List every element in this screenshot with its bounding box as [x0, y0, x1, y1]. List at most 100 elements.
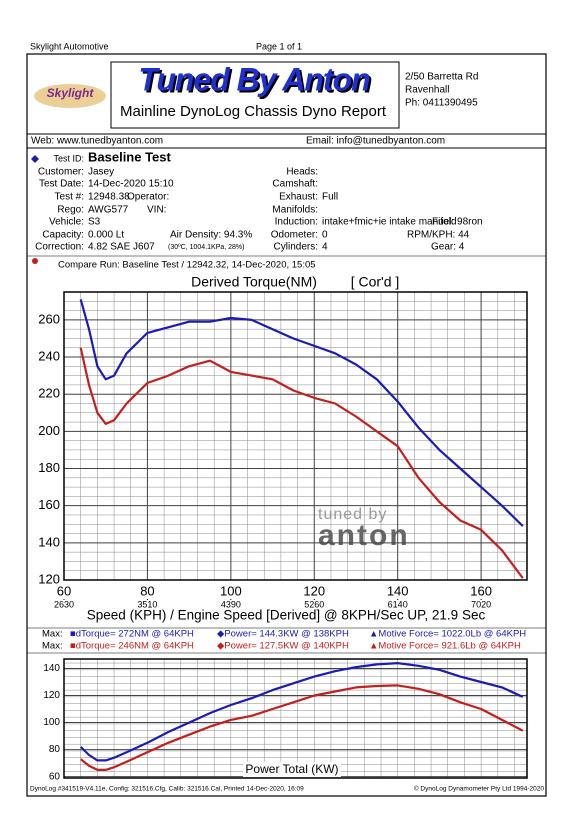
field-label: Manifolds:: [272, 205, 318, 216]
plot-area: [64, 659, 527, 778]
field-extra: RPM/KPH: 44: [407, 230, 470, 241]
max-item: ▲Motive Force= 1022.0Lb @ 64KPH: [369, 629, 526, 640]
field-value: Jasey: [88, 167, 114, 178]
x2-tick-label: 4390: [221, 599, 241, 609]
footer-left: DynoLog #341519-V4.11e, Config: 321516.C…: [30, 786, 304, 793]
y-tick-label: 100: [43, 717, 60, 728]
field-label: Correction:: [35, 242, 84, 253]
watermark: tuned byanton: [318, 506, 410, 552]
x2-tick-label: 3510: [137, 599, 157, 609]
series-line: [79, 299, 524, 527]
field-value: S3: [88, 217, 101, 228]
x-axis-label: Speed (KPH) / Engine Speed [Derived] @ 8…: [87, 608, 486, 623]
watermark-text: anton: [318, 519, 410, 552]
y-tick-label: 260: [38, 311, 60, 326]
x2-tick-label: 2630: [54, 599, 74, 609]
field-extra: Fuel: 98ron: [432, 217, 483, 228]
address-line: Ph: 0411390495: [405, 98, 478, 109]
field-value: 12948.38: [88, 192, 130, 203]
y-tick-label: 140: [43, 663, 60, 674]
chart-subtitle: [ Cor'd ]: [351, 274, 400, 290]
field-extra: Operator:: [127, 192, 169, 203]
x-tick-label: 160: [470, 583, 492, 598]
chart-title: Power Total (KW): [245, 762, 338, 776]
chart: 60 80 100 120 140 Power Total (KW): [43, 658, 528, 782]
logo-badge: Skylight: [34, 84, 106, 108]
series-line: [79, 662, 524, 762]
title-shadow: Tuned By Anton: [140, 63, 372, 99]
field-value: AWG577: [88, 205, 129, 216]
compare-run: Compare Run: Baseline Test / 12942.32, 1…: [58, 260, 316, 271]
footer-right: © DynoLog Dynamometer Pty Ltd 1994-2020: [414, 785, 545, 793]
x-tick-label: 140: [387, 583, 409, 598]
email: Email: info@tunedbyanton.com: [306, 136, 445, 147]
test-id: Baseline Test: [88, 149, 172, 164]
x2-tick-label: 7020: [471, 599, 491, 609]
website: Web: www.tunedbyanton.com: [31, 136, 163, 147]
field-label: Test #:: [55, 192, 84, 203]
logo-swoosh: [34, 84, 106, 108]
field-value: Full: [322, 192, 338, 203]
y-tick-label: 220: [38, 386, 60, 401]
field-label: Vehicle:: [49, 217, 84, 228]
report-subtitle: Mainline DynoLog Chassis Dyno Report: [120, 103, 387, 120]
y-tick-label: 60: [49, 771, 61, 782]
plot-border: [63, 658, 528, 779]
y-tick-label: 140: [38, 534, 60, 549]
page-number: Page 1 of 1: [256, 41, 302, 51]
field-value: intake+fmic+ie intake manifold: [322, 217, 457, 228]
logo-brand: Skylight: [47, 86, 95, 100]
y-tick-label: 200: [38, 423, 60, 438]
page-border: [26, 53, 547, 797]
field-value: 0: [322, 230, 328, 241]
series-line: [80, 684, 524, 771]
field-label: Test Date:: [39, 179, 84, 190]
max-item: ◆Power= 127.5KW @ 140KPH: [217, 641, 349, 652]
x2-tick-label: 5260: [304, 599, 324, 609]
field-value: 14-Dec-2020 15:10: [88, 179, 174, 190]
field-label: Odometer:: [271, 230, 318, 241]
x-tick-label: 60: [57, 583, 71, 598]
field-label: Capacity:: [42, 230, 84, 241]
x-tick-label: 80: [140, 583, 154, 598]
field-label: Rego:: [57, 205, 84, 216]
field-extra: VIN:: [147, 205, 166, 216]
address-line: Ravenhall: [405, 85, 449, 96]
max-item: ▲Motive Force= 921.6Lb @ 64KPH: [369, 641, 521, 652]
max-label: Max:: [42, 641, 63, 652]
field-label: Heads:: [286, 167, 318, 178]
field-label: Cylinders:: [274, 242, 318, 253]
y-tick-label: 180: [38, 460, 60, 475]
x2-tick-label: 6140: [388, 599, 408, 609]
field-value: 4: [322, 242, 328, 253]
max-item: ■dTorque= 272NM @ 64KPH: [70, 629, 194, 640]
bullet: [32, 258, 38, 264]
field-extra: Air Density: 94.3%: [170, 230, 252, 241]
field-value: 4.82 SAE J607: [88, 242, 155, 253]
y-tick-label: 80: [49, 744, 61, 755]
field-extra: Gear: 4: [431, 242, 465, 253]
y-tick-label: 160: [38, 497, 60, 512]
title-box: [110, 61, 400, 129]
max-item: ◆Power= 144.3KW @ 138KPH: [217, 629, 349, 640]
field-value: 0.000 Lt: [88, 230, 124, 241]
field-label: Induction:: [275, 217, 318, 228]
y-tick-label: 120: [38, 571, 60, 586]
max-item: ■dTorque= 246NM @ 64KPH: [70, 641, 194, 652]
watermark-text: tuned by: [318, 506, 387, 523]
x-tick-label: 120: [303, 583, 325, 598]
field-extra: (30ºC, 1004.1KPa, 28%): [168, 244, 245, 251]
company: Skylight Automotive: [30, 41, 109, 51]
plot-border: [63, 291, 528, 581]
y-tick-label: 240: [38, 348, 60, 363]
field-label: Customer:: [38, 167, 84, 178]
chart: tuned byanton 120 140 160 180 200 220 240 260 60 8…: [38, 274, 528, 623]
plot-area: [64, 292, 527, 580]
max-label: Max:: [42, 629, 63, 640]
series-line: [79, 347, 524, 579]
report-title: Tuned By Anton: [138, 61, 370, 97]
bullet: [31, 155, 39, 163]
test-id-label: Test ID:: [53, 153, 84, 163]
address-line: 2/50 Barretta Rd: [405, 72, 478, 83]
